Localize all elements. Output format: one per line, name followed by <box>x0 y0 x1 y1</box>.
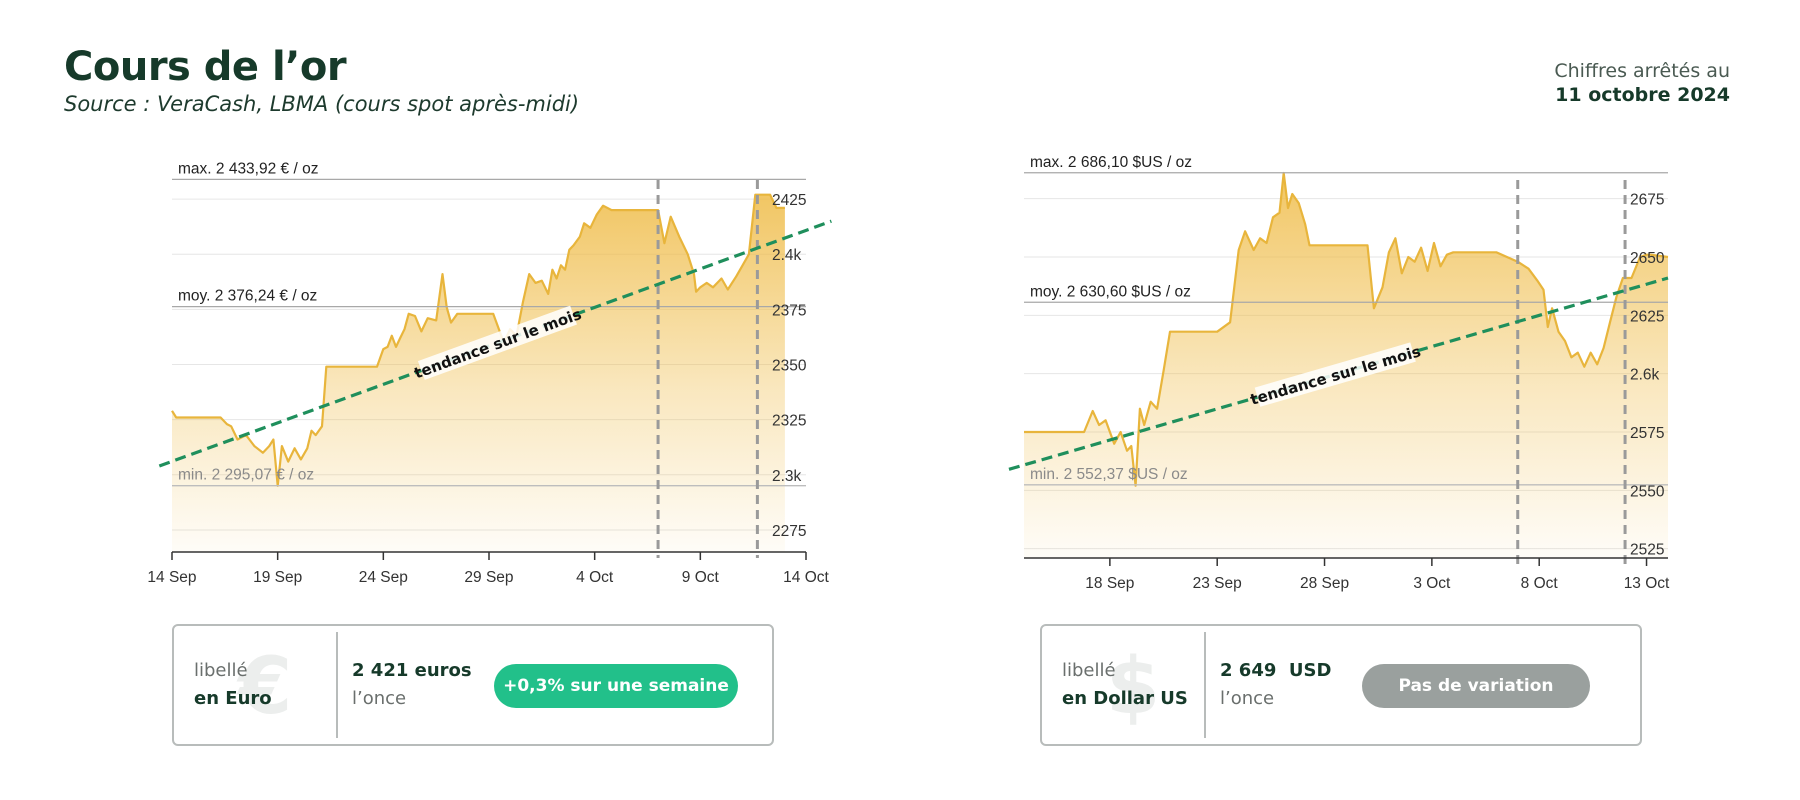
x-tick-label: 9 Oct <box>682 569 720 586</box>
variation-badge: Pas de variation <box>1362 664 1590 708</box>
trend-label-bg <box>417 305 577 380</box>
x-tick-label: 18 Sep <box>1085 575 1134 592</box>
price-card-eur: € libellé en Euro 2 421 euros l’once +0,… <box>172 624 774 746</box>
card-divider <box>1204 632 1206 738</box>
date-label: Chiffres arrêtés au <box>1554 60 1730 82</box>
price-line <box>171 193 785 487</box>
y-tick-label: 2.4k <box>772 247 802 264</box>
y-tick-label: 2575 <box>1630 425 1664 442</box>
x-tick-label: 28 Sep <box>1300 575 1349 592</box>
chart-usd: max. 2 686,10 $US / oz moy. 2 630,60 $US … <box>1008 154 1670 592</box>
x-tick-label: 29 Sep <box>464 569 513 586</box>
x-tick-label: 14 Oct <box>783 569 829 586</box>
x-tick-label: 23 Sep <box>1193 575 1242 592</box>
card-label-bottom: en Euro <box>194 688 272 709</box>
y-tick-label: 2325 <box>772 413 806 430</box>
y-tick-label: 2625 <box>1630 308 1664 325</box>
y-tick-label: 2650 <box>1630 250 1665 267</box>
reference-label: moy. 2 376,24 € / oz <box>178 288 317 305</box>
x-tick-label: 3 Oct <box>1413 575 1451 592</box>
variation-badge: +0,3% sur une semaine <box>494 664 738 708</box>
reference-label: min. 2 295,07 € / oz <box>178 467 314 484</box>
card-price-unit: l’once <box>1220 688 1275 709</box>
reference-label: max. 2 433,92 € / oz <box>178 160 318 177</box>
euro-icon: € <box>238 642 293 732</box>
card-price-unit: l’once <box>352 688 407 709</box>
page-subtitle: Source : VeraCash, LBMA (cours spot aprè… <box>64 92 580 116</box>
page-title: Cours de l’or <box>64 44 347 90</box>
price-area <box>172 194 785 552</box>
y-tick-label: 2350 <box>772 358 807 375</box>
date-value: 11 octobre 2024 <box>1555 84 1730 106</box>
x-tick-label: 4 Oct <box>576 569 614 586</box>
x-tick-label: 13 Oct <box>1624 575 1670 592</box>
card-label-top: libellé <box>1062 660 1116 681</box>
y-tick-label: 2275 <box>772 523 806 540</box>
x-tick-label: 8 Oct <box>1521 575 1559 592</box>
x-tick-label: 14 Sep <box>147 569 196 586</box>
y-tick-label: 2375 <box>772 302 806 319</box>
card-price-value: 2 421 euros <box>352 660 472 681</box>
card-price-value: 2 649 USD <box>1220 660 1332 681</box>
card-label-top: libellé <box>194 660 248 681</box>
price-card-usd: $ libellé en Dollar US 2 649 USD l’once … <box>1040 624 1642 746</box>
y-tick-label: 2.3k <box>772 468 802 485</box>
price-line <box>1024 171 1669 487</box>
card-divider <box>336 632 338 738</box>
y-tick-label: 2675 <box>1630 192 1664 209</box>
y-tick-label: 2550 <box>1630 483 1665 500</box>
dollar-icon: $ <box>1106 642 1161 732</box>
reference-label: moy. 2 630,60 $US / oz <box>1030 283 1191 300</box>
reference-label: min. 2 552,37 $US / oz <box>1030 466 1188 483</box>
x-tick-label: 24 Sep <box>359 569 408 586</box>
chart-eur: max. 2 433,92 € / oz moy. 2 376,24 € / oz… <box>147 160 832 586</box>
trend-label-bg <box>1254 342 1416 407</box>
y-tick-label: 2.6k <box>1630 367 1660 384</box>
reference-label: max. 2 686,10 $US / oz <box>1030 154 1192 171</box>
y-tick-label: 2425 <box>772 192 806 209</box>
y-tick-label: 2525 <box>1630 542 1664 559</box>
x-tick-label: 19 Sep <box>253 569 302 586</box>
card-label-bottom: en Dollar US <box>1062 688 1188 709</box>
